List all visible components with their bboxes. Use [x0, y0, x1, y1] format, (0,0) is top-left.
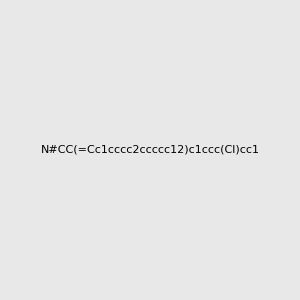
Text: N#CC(=Cc1cccc2ccccc12)c1ccc(Cl)cc1: N#CC(=Cc1cccc2ccccc12)c1ccc(Cl)cc1	[40, 145, 260, 155]
